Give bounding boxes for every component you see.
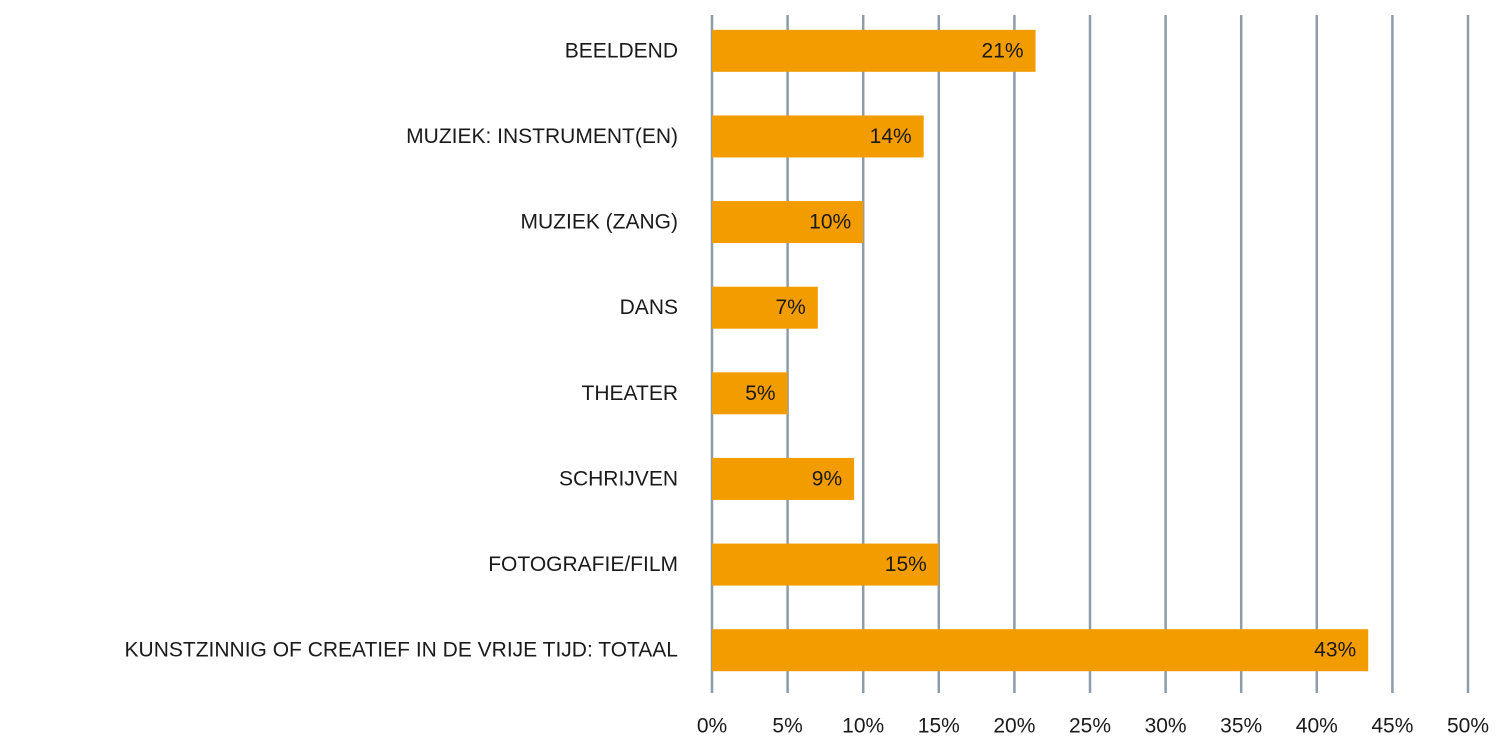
x-tick-label: 10% — [842, 715, 884, 738]
value-label: 14% — [870, 125, 912, 148]
x-tick-label: 5% — [772, 715, 802, 738]
value-label: 7% — [775, 296, 805, 319]
bar — [712, 286, 818, 329]
x-tick-label: 20% — [993, 715, 1035, 738]
value-label: 5% — [745, 382, 775, 405]
y-tick-label: KUNSTZINNIG OF CREATIEF IN DE VRIJE TIJD… — [125, 639, 678, 662]
y-tick-label: THEATER — [582, 382, 678, 405]
y-tick-label: BEELDEND — [565, 39, 678, 62]
x-tick-label: 35% — [1220, 715, 1262, 738]
x-tick-label: 15% — [918, 715, 960, 738]
y-tick-label: MUZIEK: INSTRUMENT(EN) — [406, 125, 678, 148]
value-label: 9% — [812, 467, 842, 490]
value-label: 15% — [885, 553, 927, 576]
y-tick-label: MUZIEK (ZANG) — [521, 211, 679, 234]
bar — [712, 372, 788, 415]
bar — [712, 29, 1036, 72]
x-tick-label: 40% — [1296, 715, 1338, 738]
x-tick-label: 25% — [1069, 715, 1111, 738]
value-label: 10% — [809, 211, 851, 234]
bar — [712, 115, 924, 158]
bar — [712, 457, 855, 500]
value-label: 21% — [982, 39, 1024, 62]
x-tick-label: 0% — [697, 715, 727, 738]
bar — [712, 629, 1369, 672]
value-label: 43% — [1314, 639, 1356, 662]
y-tick-label: DANS — [620, 296, 678, 319]
x-tick-label: 50% — [1447, 715, 1489, 738]
bar — [712, 543, 939, 586]
y-tick-label: FOTOGRAFIE/FILM — [488, 553, 678, 576]
x-tick-label: 45% — [1371, 715, 1413, 738]
bar — [712, 201, 864, 244]
y-tick-label: SCHRIJVEN — [559, 467, 678, 490]
x-tick-label: 30% — [1145, 715, 1187, 738]
